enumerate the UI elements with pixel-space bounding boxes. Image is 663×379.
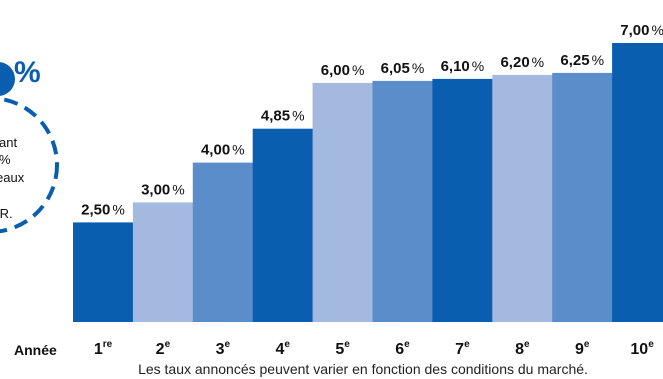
badge-line-3: eaux <box>0 170 25 185</box>
bar-year-9 <box>552 72 613 323</box>
value-label-year-4: 4,85% <box>261 108 305 125</box>
bar-year-2 <box>132 202 194 322</box>
bars-group <box>73 43 663 323</box>
badge-circle <box>0 96 59 234</box>
value-label-year-9: 6,25% <box>560 52 604 69</box>
x-tick-year-3: 3e <box>216 339 231 358</box>
value-label-year-2: 3,00% <box>141 181 185 198</box>
bar-year-5 <box>312 82 374 323</box>
x-tick-year-8: 8e <box>515 339 530 358</box>
badge-line-1: ant <box>0 135 17 150</box>
value-label-year-1: 2,50% <box>81 201 125 218</box>
value-label-year-8: 6,20% <box>500 54 544 71</box>
bar-year-6 <box>372 80 433 323</box>
value-label-year-5: 6,00% <box>321 62 365 79</box>
rate-badge: % ant % eaux .R. <box>0 56 59 234</box>
value-label-year-3: 4,00% <box>201 142 245 159</box>
bar-year-4 <box>252 128 314 322</box>
x-axis-label: Année <box>14 342 57 358</box>
value-label-year-6: 6,05% <box>381 60 425 77</box>
footnote: Les taux annoncés peuvent varier en fonc… <box>138 361 588 377</box>
value-label-year-7: 6,10% <box>441 58 485 75</box>
badge-percent-sign: % <box>14 56 41 89</box>
x-tick-year-2: 2e <box>156 339 171 358</box>
bar-year-7 <box>432 78 493 323</box>
x-tick-year-4: 4e <box>275 339 290 358</box>
x-tick-year-1: 1re <box>94 339 113 358</box>
bar-year-10 <box>612 43 663 322</box>
x-tick-year-5: 5e <box>335 339 350 358</box>
bar-year-3 <box>192 162 254 322</box>
bar-year-8 <box>492 74 553 323</box>
badge-digit-blob <box>0 62 15 96</box>
value-labels-group: 2,50 % 3,00 % 4,00 % 4,85 % 6,00% 6,05% 6,10% 6,20%… <box>81 22 663 218</box>
x-tick-year-10: 10e <box>630 339 654 358</box>
x-tick-year-9: 9e <box>575 339 590 358</box>
badge-line-2: % <box>0 152 11 167</box>
bar-year-1 <box>73 222 134 322</box>
x-tick-labels-group: 1re 2e 3e 4e 5e 6e 7e 8e 9e 10e <box>94 339 654 358</box>
value-label-year-10: 7,00% <box>620 22 663 39</box>
x-tick-year-6: 6e <box>395 339 410 358</box>
x-tick-year-7: 7e <box>455 339 470 358</box>
badge-line-4: .R. <box>0 206 13 221</box>
